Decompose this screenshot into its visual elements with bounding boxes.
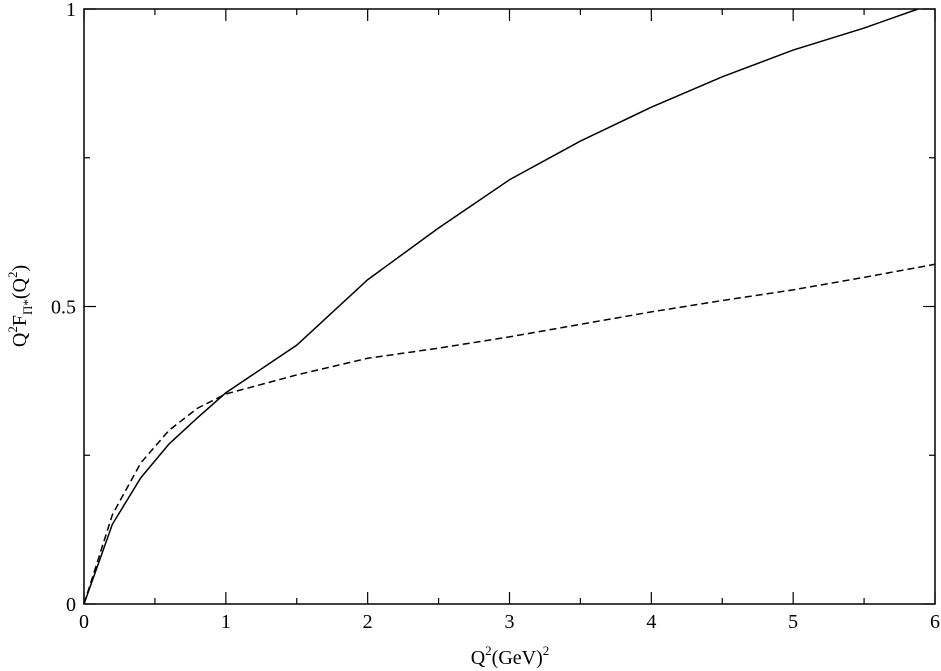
y-label-part: Q — [9, 332, 31, 347]
y-label-part: 2 — [5, 326, 20, 333]
x-tick-label: 4 — [646, 611, 656, 633]
x-label-part: 2 — [543, 643, 550, 658]
data-line — [83, 8, 919, 605]
x-label-part: (GeV) — [492, 647, 543, 669]
data-line — [83, 263, 936, 605]
x-tick-label: 0 — [79, 611, 89, 633]
x-tick-label: 5 — [788, 611, 798, 633]
x-tick-label: 2 — [363, 611, 373, 633]
x-label-part: 2 — [485, 643, 492, 658]
y-label-part: 2 — [5, 272, 20, 279]
y-tick-label: 0.5 — [51, 297, 76, 319]
plot-frame — [83, 8, 936, 605]
x-label-part: Q — [471, 647, 486, 669]
x-tick-label: 3 — [505, 611, 515, 633]
y-tick-label: 1 — [66, 0, 76, 21]
x-axis-label: Q2(GeV)2 — [471, 643, 550, 669]
x-tick-label: 6 — [930, 611, 940, 633]
y-axis-label: Q2FΠ*(Q2) — [5, 265, 35, 347]
y-label-part: ) — [9, 265, 31, 272]
x-tick-label: 1 — [221, 611, 231, 633]
y-label-part: F — [9, 315, 31, 326]
y-tick-label: 0 — [66, 594, 76, 616]
y-label-part: (Q — [9, 277, 31, 299]
y-label-part: Π* — [20, 299, 35, 315]
